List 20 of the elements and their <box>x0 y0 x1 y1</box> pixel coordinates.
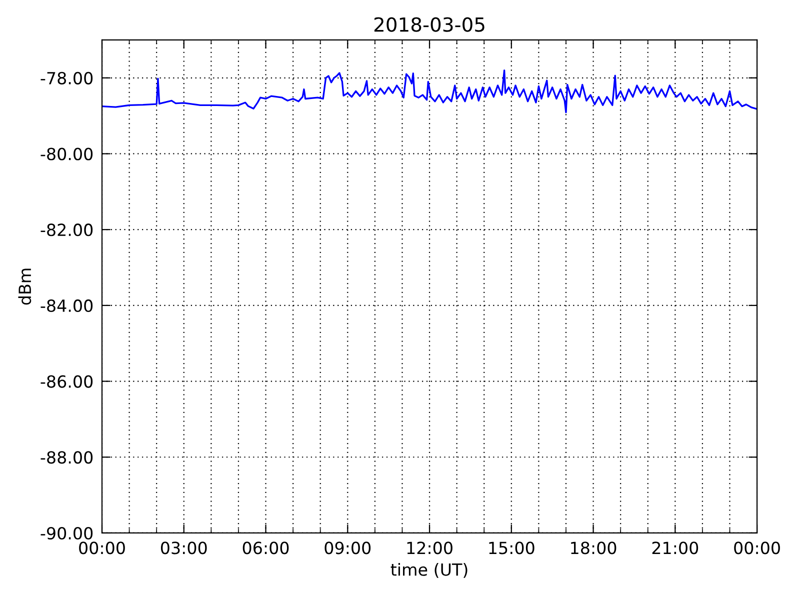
x-tick-label: 00:00 <box>734 542 780 554</box>
y-axis-title: dBm <box>18 268 32 305</box>
y-tick-label: -78.00 <box>40 72 93 84</box>
x-tick-label: 00:00 <box>79 542 125 554</box>
x-axis-title: time (UT) <box>390 563 468 578</box>
y-tick-label: -84.00 <box>40 299 93 312</box>
y-tick-label: -90.00 <box>40 526 93 540</box>
y-tick-label: -80.00 <box>40 148 93 160</box>
x-tick-label: 21:00 <box>652 542 698 554</box>
x-tick-label: 09:00 <box>324 542 371 554</box>
x-tick-label: 03:00 <box>160 542 207 554</box>
chart-title: 2018-03-05 <box>374 17 484 32</box>
line-series <box>102 69 758 114</box>
y-tick-label: -82.00 <box>40 224 93 236</box>
y-tick-label: -86.00 <box>40 375 93 388</box>
x-tick-label: 18:00 <box>571 542 616 554</box>
x-tick-label: 12:00 <box>407 542 452 554</box>
y-tick-label: -88.00 <box>40 451 93 464</box>
x-tick-label: 06:00 <box>242 542 289 554</box>
x-tick-label: 15:00 <box>489 542 534 554</box>
